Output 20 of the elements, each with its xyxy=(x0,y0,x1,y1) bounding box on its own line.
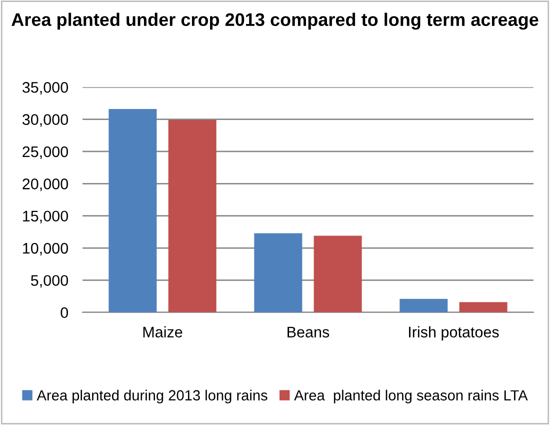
y-tick-label: 35,000 xyxy=(22,82,68,95)
x-tick-label: Beans xyxy=(288,326,330,338)
y-tick-label: 5,000 xyxy=(30,275,68,288)
x-tick-label: Maize xyxy=(143,326,182,338)
y-tick-label: 10,000 xyxy=(23,242,68,256)
y-tick-label: 0 xyxy=(60,307,68,318)
bar xyxy=(314,236,362,312)
bar xyxy=(254,233,302,312)
x-tick-label: Irish potatoes xyxy=(409,326,499,341)
y-tick-label: 15,000 xyxy=(23,210,68,224)
y-tick-label: 25,000 xyxy=(22,146,68,159)
y-tick-label: 20,000 xyxy=(22,178,68,192)
bar xyxy=(168,120,216,312)
bar xyxy=(400,298,448,312)
chart-title: Area planted under crop 2013 compared to long term acreage xyxy=(12,12,538,30)
bar xyxy=(459,302,508,312)
bar xyxy=(108,109,157,312)
legend-label: Area planted long season rains LTA xyxy=(294,390,528,404)
legend-label: Area planted during 2013 long rains xyxy=(36,390,268,404)
y-tick-label: 30,000 xyxy=(22,114,68,127)
